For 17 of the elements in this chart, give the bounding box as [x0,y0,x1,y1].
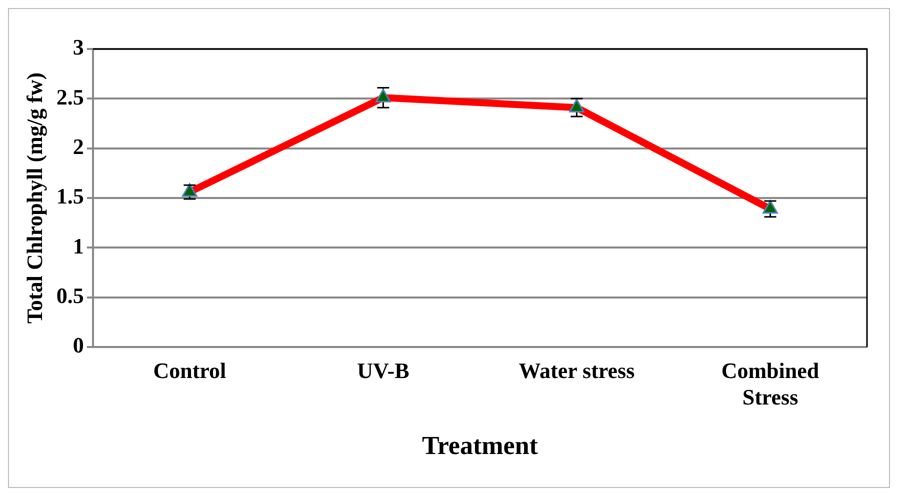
x-tick-label: Combined Stress [721,358,820,410]
y-tick-label: 1 [72,233,84,258]
point [376,88,391,102]
x-tick-label: UV-B [357,358,410,383]
x-axis-title: Treatment [422,431,538,460]
y-axis-title: Total Chlrophyll (mg/g fw) [22,72,47,324]
y-tick-label: 2.5 [56,84,84,110]
x-tick-label: Water stress [518,358,636,383]
point [182,183,198,197]
x-tick-label: Control [153,358,226,383]
y-tick-label: 2 [72,134,84,160]
point [569,98,584,112]
y-tick-label: 0.5 [56,283,84,308]
point [762,200,778,214]
y-tick-label: 0 [72,332,84,358]
y-tick-label: 3 [72,34,84,60]
y-tick-label: 1.5 [56,184,84,209]
